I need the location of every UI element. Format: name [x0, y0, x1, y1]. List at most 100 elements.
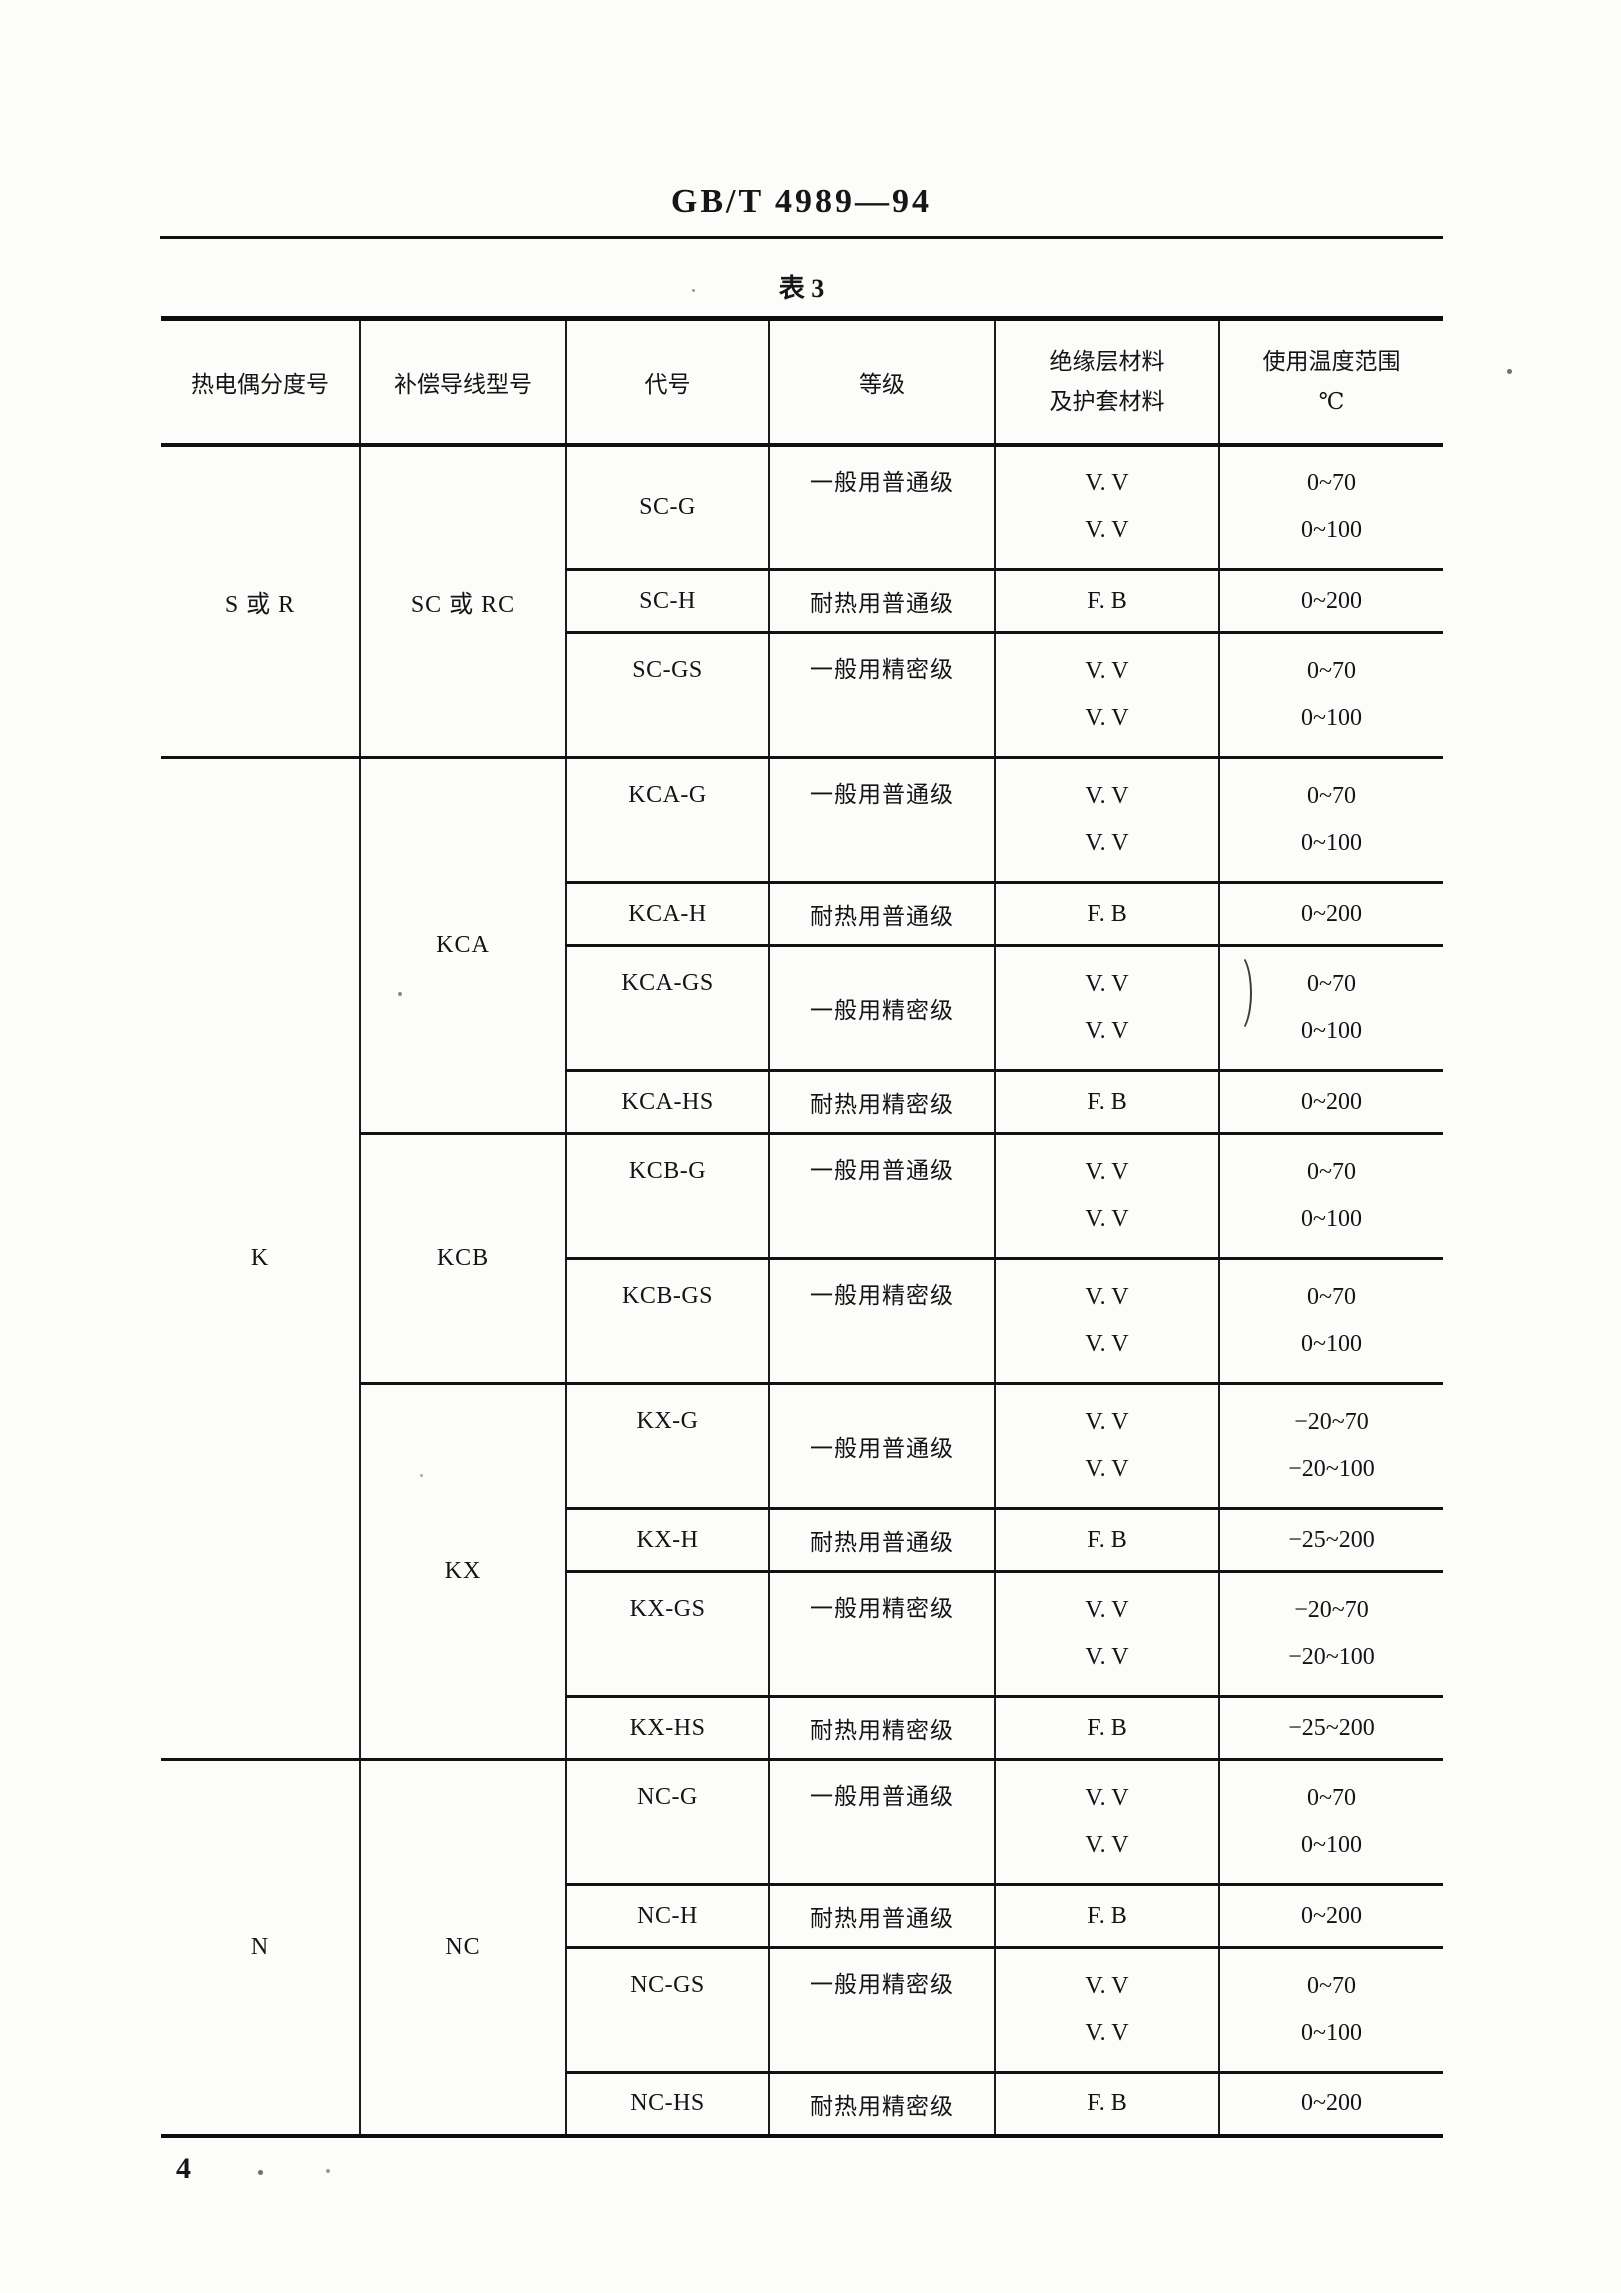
code-cell: KCB-G	[565, 1133, 769, 1260]
scan-speck	[420, 1474, 423, 1477]
grade-cell: 一般用精密级	[768, 632, 995, 759]
temp-range-cell-value: 0~200	[1301, 2090, 1362, 2117]
material-cell: V. V V. V	[994, 945, 1219, 1072]
material-cell-value: V. V	[1085, 1409, 1129, 1435]
model-cell: KCB	[359, 1133, 566, 1385]
temp-range-cell: 0~70 0~100	[1218, 945, 1443, 1072]
page-title: GB/T 4989—94	[670, 183, 933, 220]
scan-speck	[326, 2169, 330, 2173]
temp-range-cell: −25~200	[1218, 1508, 1443, 1573]
temp-range-cell-value: 0~200	[1301, 900, 1362, 927]
material-cell-value: V. V	[1085, 2020, 1129, 2046]
material-cell: V. V V. V	[994, 1133, 1219, 1260]
temp-range-cell: −20~70 −20~100	[1218, 1571, 1443, 1698]
material-cell: F. B	[994, 1696, 1219, 1761]
table-row: SC-H 耐热用普通级 F. B 0~200	[161, 569, 1443, 634]
grade-cell: 一般用精密级	[768, 1571, 995, 1698]
temp-range-cell-value: −20~100	[1288, 1456, 1375, 1482]
header-text: 使用温度范围	[1262, 348, 1401, 374]
model-cell: KCA	[359, 757, 566, 1135]
material-cell: F. B	[994, 1070, 1219, 1135]
header-text: 及护套材料	[1049, 388, 1165, 414]
material-cell: V. V V. V	[994, 444, 1219, 571]
material-cell-value: F. B	[1087, 1088, 1127, 1115]
material-cell-value: F. B	[1087, 1902, 1127, 1929]
material-cell: V. V V. V	[994, 1258, 1219, 1385]
scan-speck	[258, 2170, 263, 2175]
table-header-row: 热电偶分度号 补偿导线型号 代号 等级 绝缘层材料 及护套材料 使用温度范围 ℃	[161, 316, 1443, 447]
table-row: KX KX-G 一般用普通级 V. V V. V −20~70 −20~100	[161, 1383, 1443, 1761]
temp-range-cell: 0~200	[1218, 1070, 1443, 1135]
table-row: K KCA KCA-G 一般用普通级 V. V V. V 0~70 0~100	[161, 757, 1443, 1761]
grade-cell: 一般用普通级	[768, 1383, 995, 1510]
material-cell-value: F. B	[1087, 1526, 1127, 1553]
table-row: NC-H 耐热用普通级 F. B 0~200	[161, 1884, 1443, 1949]
code-cell: KCA-GS	[565, 945, 769, 1072]
model-cell: NC	[359, 1759, 566, 2138]
material-cell: F. B	[994, 2072, 1219, 2138]
code-cell: SC-GS	[565, 632, 769, 759]
temp-range-cell: 0~200	[1218, 569, 1443, 634]
material-cell-value: V. V	[1085, 517, 1129, 544]
header-cell-6: 使用温度范围 ℃	[1218, 316, 1443, 447]
material-cell-value: V. V	[1085, 1331, 1129, 1357]
temp-range-cell-value: 0~100	[1301, 1206, 1362, 1232]
header-cell-4: 等级	[768, 316, 995, 447]
material-cell-value: V. V	[1085, 1206, 1129, 1232]
header-text: 代号	[644, 371, 691, 397]
temp-range-cell: 0~70 0~100	[1218, 1258, 1443, 1385]
page-number: 4	[176, 2152, 191, 2185]
material-cell-value: V. V	[1085, 1832, 1129, 1858]
table-row: KCA-H 耐热用普通级 F. B 0~200	[161, 882, 1443, 947]
compensation-wire-table: 热电偶分度号 补偿导线型号 代号 等级 绝缘层材料 及护套材料 使用温度范围 ℃ S 或 R SC…	[161, 316, 1443, 2138]
code-cell: NC-H	[565, 1884, 769, 1949]
table-row: KCA-HS 耐热用精密级 F. B 0~200	[161, 1070, 1443, 1135]
code-cell: SC-H	[565, 569, 769, 634]
code-cell: KX-G	[565, 1383, 769, 1510]
temp-range-cell-value: 0~70	[1307, 1785, 1356, 1811]
temp-range-cell-value: 0~100	[1301, 705, 1362, 731]
material-cell-value: F. B	[1087, 900, 1127, 927]
code-cell: KCB-GS	[565, 1258, 769, 1385]
header-cell-1: 热电偶分度号	[161, 316, 360, 447]
temp-range-cell: 0~70 0~100	[1218, 1133, 1443, 1260]
temp-range-cell-value: 0~70	[1307, 971, 1356, 997]
table-row: KCA-GS 一般用精密级 V. V V. V 0~70 0~100	[161, 945, 1443, 1072]
material-cell-value: V. V	[1085, 705, 1129, 731]
temp-range-cell-value: 0~100	[1301, 1331, 1362, 1357]
material-cell-value: V. V	[1085, 1597, 1129, 1623]
material-cell-value: F. B	[1087, 1714, 1127, 1741]
code-cell: NC-HS	[565, 2072, 769, 2138]
material-cell-value: V. V	[1085, 1284, 1129, 1310]
table-row: KX-GS 一般用精密级 V. V V. V −20~70 −20~100	[161, 1571, 1443, 1698]
model-cell: SC 或 RC	[359, 444, 566, 759]
temp-range-cell: −25~200	[1218, 1696, 1443, 1761]
scan-artifact-arc	[1222, 952, 1252, 1034]
code-cell: SC-G	[565, 444, 769, 571]
header-text: ℃	[1318, 388, 1345, 414]
code-cell: KX-H	[565, 1508, 769, 1573]
grade-cell: 一般用普通级	[768, 757, 995, 884]
material-cell-value: V. V	[1085, 830, 1129, 856]
material-cell: V. V V. V	[994, 632, 1219, 759]
grade-cell: 一般用普通级	[768, 1133, 995, 1260]
material-cell-value: F. B	[1087, 2090, 1127, 2117]
grade-cell: 一般用精密级	[768, 1947, 995, 2074]
table-row: NC-GS 一般用精密级 V. V V. V 0~70 0~100	[161, 1947, 1443, 2074]
model-cell: KX	[359, 1383, 566, 1761]
material-cell: F. B	[994, 569, 1219, 634]
temp-range-cell-value: 0~200	[1301, 1088, 1362, 1115]
grade-cell: 一般用普通级	[768, 1759, 995, 1886]
temp-range-cell-value: 0~70	[1307, 783, 1356, 809]
material-cell: V. V V. V	[994, 1383, 1219, 1510]
code-cell: KCA-G	[565, 757, 769, 884]
grade-cell: 一般用普通级	[768, 444, 995, 571]
material-cell: F. B	[994, 1884, 1219, 1949]
grade-cell: 耐热用普通级	[768, 882, 995, 947]
material-cell-value: V. V	[1085, 1973, 1129, 1999]
grade-cell: 耐热用精密级	[768, 2072, 995, 2138]
header-cell-2: 补偿导线型号	[359, 316, 566, 447]
grade-cell: 耐热用普通级	[768, 1884, 995, 1949]
material-cell-value: V. V	[1085, 1018, 1129, 1044]
